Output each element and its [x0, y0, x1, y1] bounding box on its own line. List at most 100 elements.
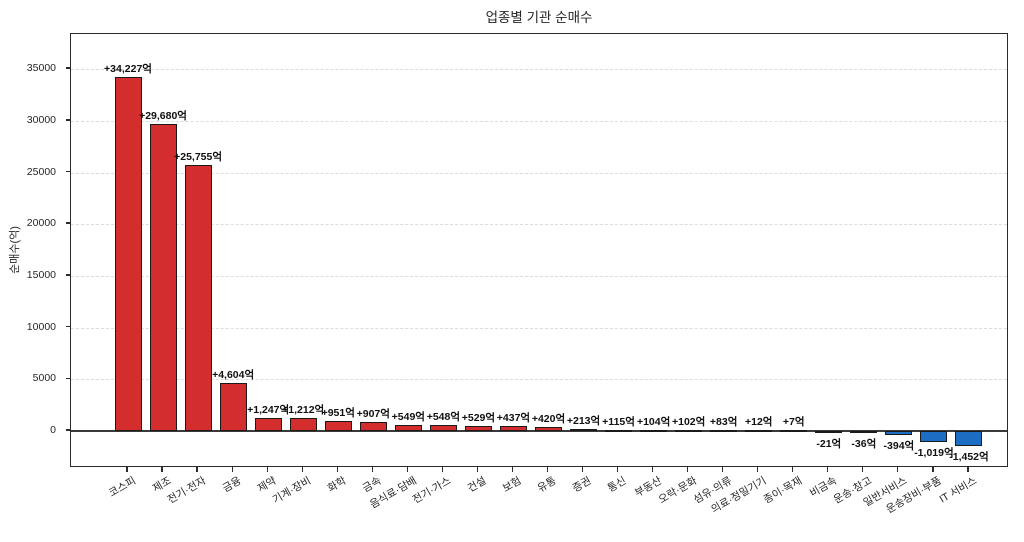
- bar-value-label: +951억: [321, 407, 355, 420]
- bar-value-label: +104억: [636, 415, 671, 428]
- bar-코스피: [114, 77, 142, 431]
- bar-비금속: [815, 431, 843, 433]
- x-tick-mark: [897, 467, 899, 472]
- x-tick-label: 보험: [500, 474, 524, 495]
- bar-value-label: +548억: [426, 411, 461, 424]
- x-tick-mark: [301, 467, 303, 472]
- x-tick-mark: [231, 467, 233, 472]
- x-tick-label: 전기·가스: [410, 474, 454, 507]
- zero-line: [71, 430, 1007, 432]
- y-tick-mark: [66, 170, 70, 173]
- x-tick-label: 유통: [535, 474, 559, 495]
- chart-title: 업종별 기관 순매수: [485, 10, 593, 25]
- bar-부동산: [640, 429, 668, 432]
- x-tick-mark: [581, 467, 584, 472]
- y-tick-mark: [66, 274, 70, 276]
- x-tick-label: IT 서비스: [937, 474, 979, 506]
- bar-전기·전자: [184, 164, 212, 431]
- y-tick-label: 30000: [26, 113, 56, 126]
- bar-value-label: +34,227억: [104, 63, 152, 76]
- bar-섬유·의류: [710, 429, 738, 432]
- x-tick-label: 금융: [220, 474, 244, 495]
- x-tick-mark: [652, 467, 654, 472]
- y-tick-mark: [66, 429, 70, 431]
- x-tick-mark: [161, 467, 163, 472]
- bar-제조: [149, 124, 177, 431]
- bar-value-label: -1,452억: [949, 451, 989, 463]
- gridline: [71, 327, 1007, 329]
- bar-운송·창고: [850, 431, 878, 433]
- x-tick-mark: [336, 467, 338, 472]
- y-tick-label: 25000: [26, 165, 56, 178]
- gridline: [71, 69, 1007, 71]
- bar-value-label: +102억: [671, 415, 706, 428]
- y-tick-label: 15000: [26, 268, 56, 281]
- x-tick-label: 종이·목재: [761, 474, 804, 507]
- x-tick-label: 건설: [465, 474, 489, 495]
- bar-value-label: -394억: [883, 440, 915, 453]
- y-tick-label: 20000: [26, 217, 56, 230]
- bar-value-label: +12억: [744, 415, 773, 428]
- y-tick-mark: [66, 119, 70, 121]
- bar-value-label: -36억: [851, 437, 877, 450]
- x-tick-mark: [967, 467, 969, 472]
- x-tick-mark: [511, 467, 514, 472]
- bar-일반서비스: [885, 431, 913, 436]
- x-tick-mark: [792, 467, 794, 472]
- x-tick-mark: [371, 467, 373, 472]
- gridline: [71, 120, 1007, 122]
- bar-유통: [534, 426, 562, 431]
- bar-value-label: -21억: [816, 437, 842, 450]
- bar-전기·가스: [429, 425, 457, 431]
- y-tick-label: 0: [50, 424, 56, 436]
- bar-value-label: +29,680억: [139, 110, 187, 123]
- bar-value-label: +549억: [391, 411, 425, 424]
- bar-IT 서비스: [955, 431, 983, 446]
- bar-value-label: +213억: [566, 414, 601, 427]
- bar-value-label: +420억: [531, 412, 566, 425]
- bar-value-label: +115억: [602, 415, 635, 428]
- bar-value-label: +1,212억: [282, 404, 325, 417]
- x-tick-mark: [546, 467, 549, 472]
- bar-음식료·담배: [394, 425, 422, 431]
- y-axis-label: 순매수(억): [9, 226, 21, 274]
- bar-통신: [605, 429, 633, 432]
- y-tick-label: 35000: [26, 62, 56, 75]
- bar-value-label: +25,755억: [174, 150, 223, 163]
- x-tick-label: 기계·장비: [270, 474, 314, 507]
- y-tick-mark: [66, 67, 70, 69]
- gridline: [71, 379, 1007, 381]
- gridline: [71, 275, 1007, 277]
- bar-value-label: +7억: [782, 415, 805, 428]
- x-tick-mark: [722, 467, 724, 472]
- x-tick-mark: [126, 467, 128, 472]
- bar-건설: [464, 425, 492, 431]
- bar-금융: [219, 383, 247, 431]
- y-tick-mark: [66, 325, 70, 328]
- bar-value-label: +437억: [496, 412, 531, 425]
- bar-증권: [570, 428, 598, 431]
- bar-운송장비·부품: [920, 431, 948, 442]
- bar-제약: [254, 418, 282, 431]
- bar-value-label: +1,247억: [247, 404, 290, 417]
- bar-value-label: +907억: [356, 407, 390, 420]
- bar-value-label: +83억: [709, 415, 738, 428]
- gridline: [71, 172, 1007, 174]
- bar-의료·정밀기기: [745, 429, 773, 432]
- x-tick-mark: [862, 467, 864, 472]
- bar-화학: [324, 421, 352, 431]
- gridline: [71, 224, 1007, 226]
- plot-area: +34,227억 +29,680억 +25,755억 +4,604억 +1,247억 +1…: [70, 33, 1008, 467]
- bar-value-label: +4,604억: [212, 369, 255, 382]
- x-tick-mark: [476, 467, 478, 472]
- x-tick-mark: [687, 467, 689, 472]
- x-tick-mark: [827, 467, 829, 472]
- bar-금속: [359, 421, 387, 431]
- bar-value-label: -1,019억: [914, 446, 954, 459]
- bar-기계·장비: [289, 418, 317, 431]
- x-tick-mark: [932, 467, 934, 472]
- y-tick-mark: [66, 222, 70, 224]
- x-tick-label: 통신: [605, 474, 629, 495]
- x-tick-label: 오락·문화: [656, 474, 699, 507]
